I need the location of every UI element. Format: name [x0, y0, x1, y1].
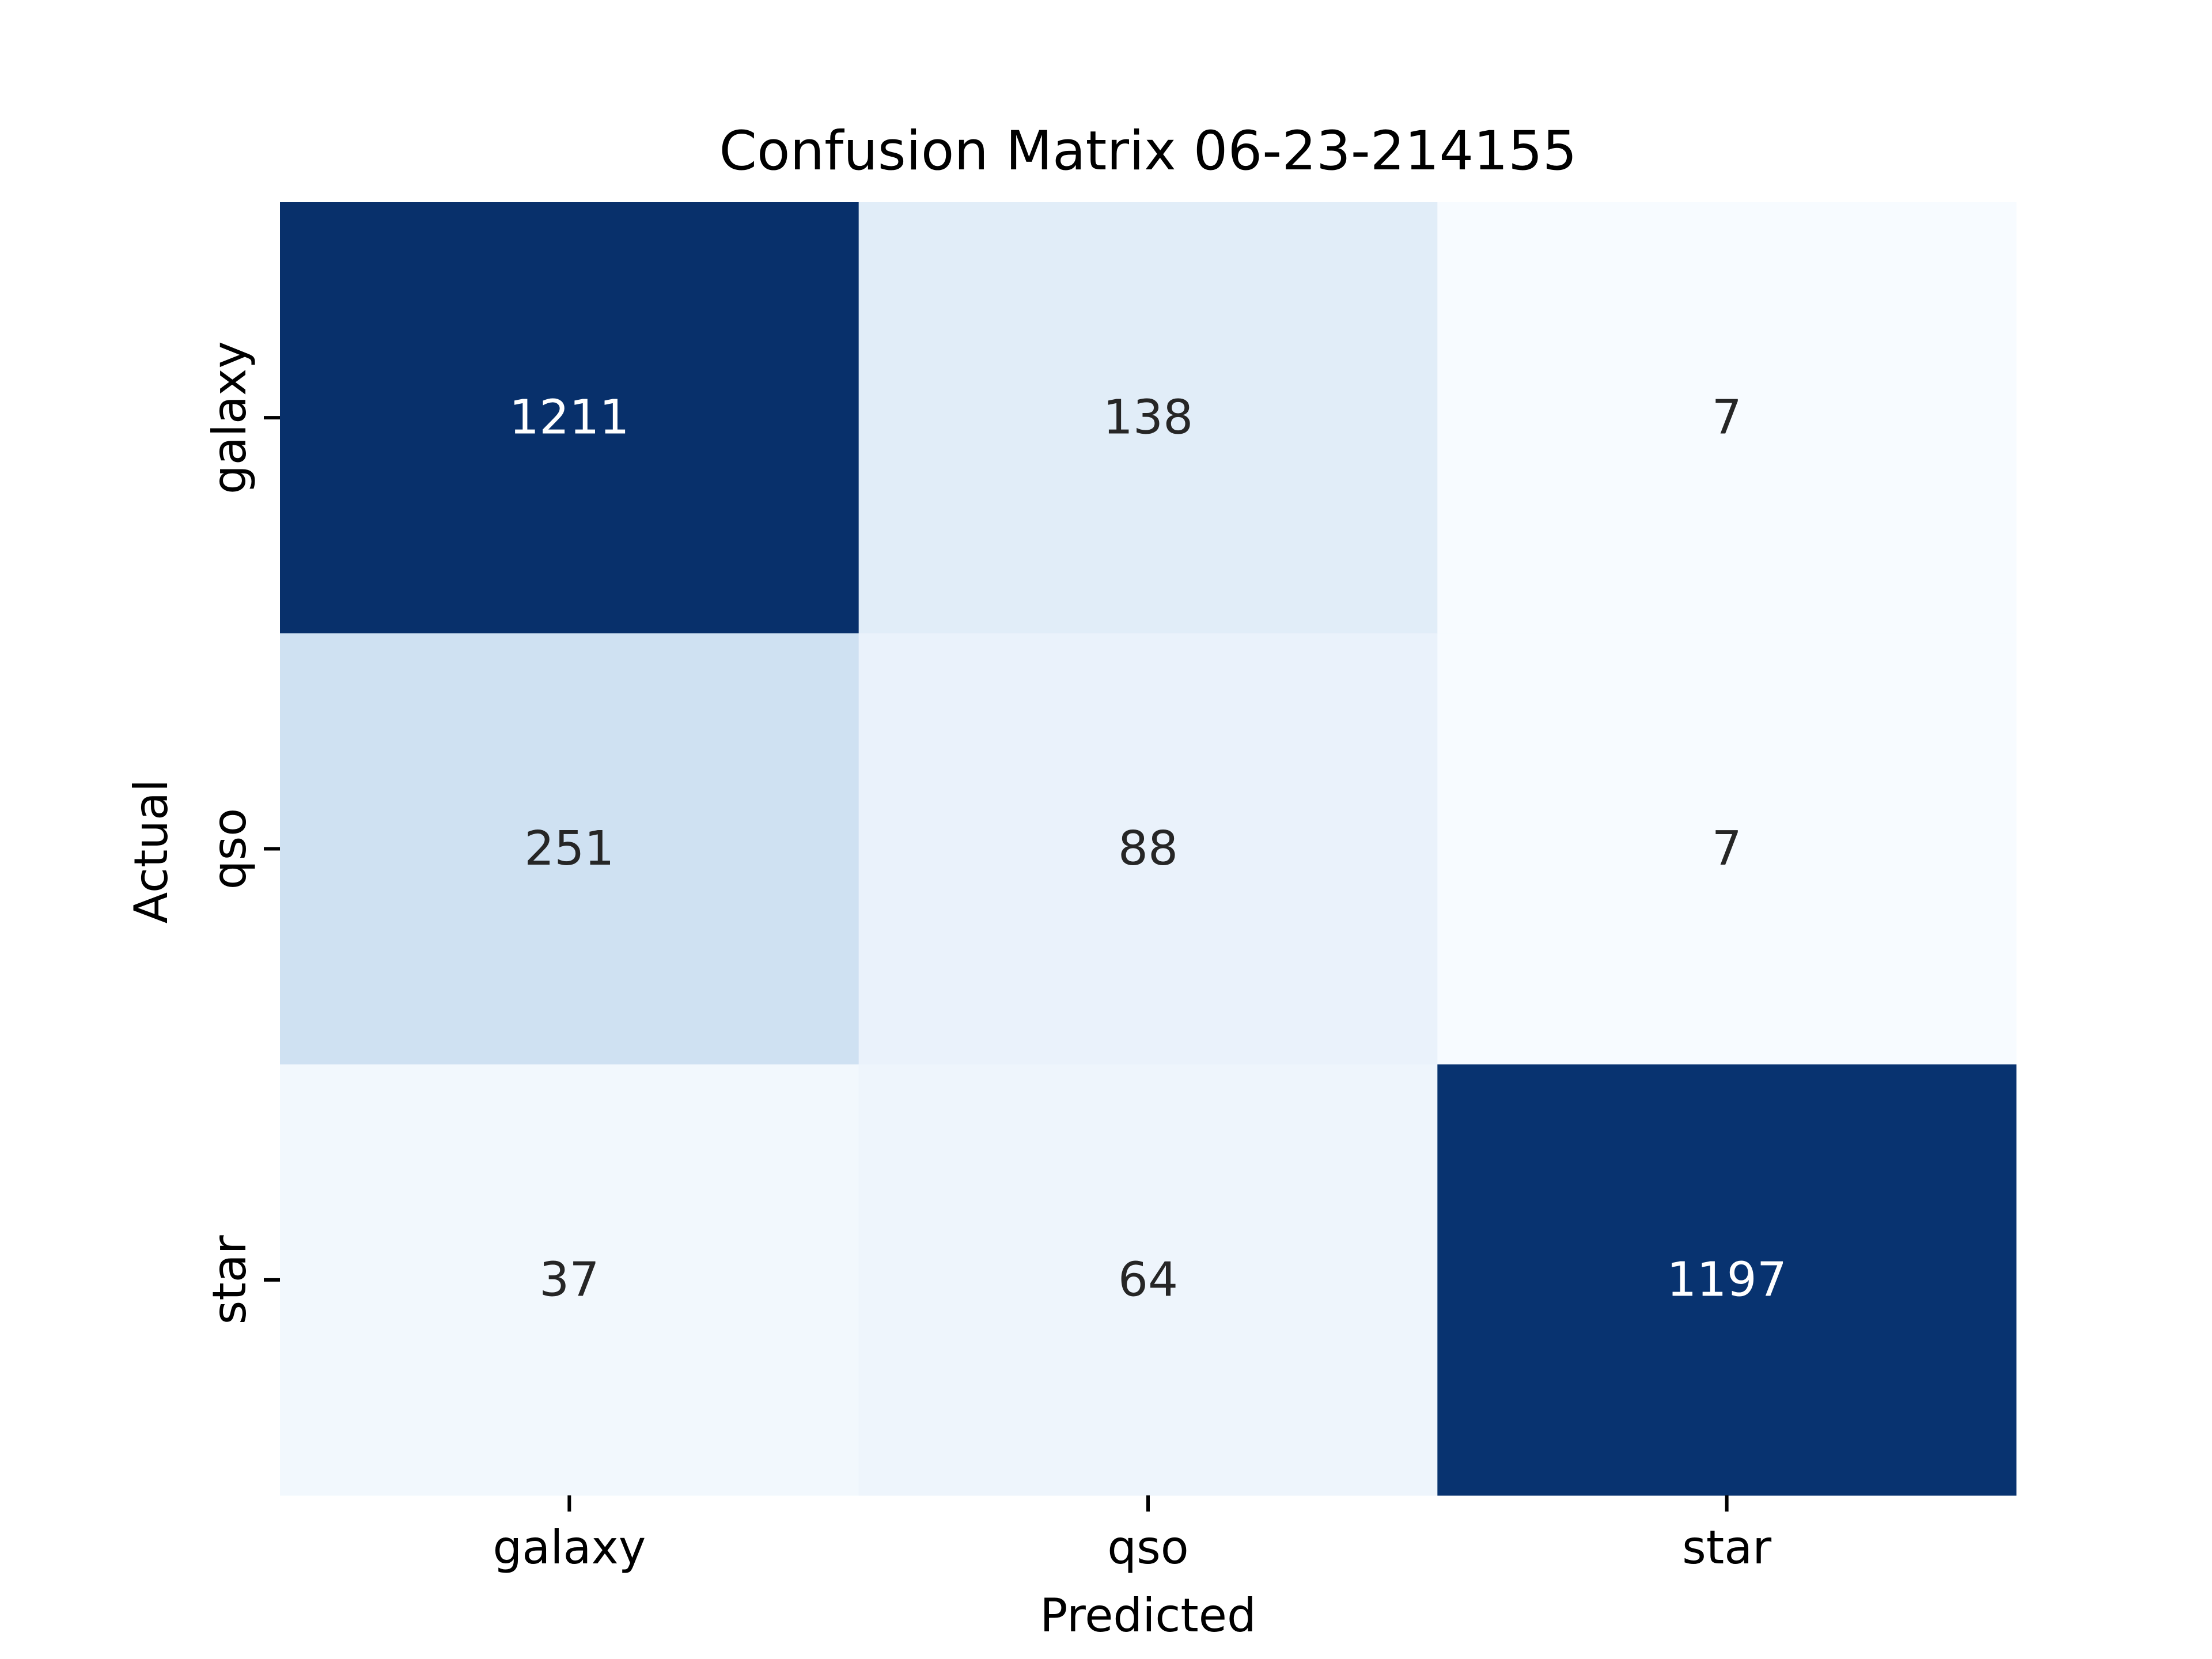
- heatmap-cell-qso-star: [1437, 633, 2017, 1065]
- y-tick-label-galaxy: galaxy: [203, 341, 256, 494]
- x-axis-label: Predicted: [1040, 1589, 1256, 1642]
- heatmap-cell-galaxy-qso: [858, 202, 1438, 634]
- heatmap-cell-galaxy-star: [1437, 202, 2017, 634]
- y-tick-label-star: star: [203, 1235, 256, 1324]
- heatmap-cell-qso-qso: [858, 633, 1438, 1065]
- cell-value-label: 7: [1712, 391, 1742, 445]
- heatmap-cell-star-star: [1437, 1064, 2017, 1496]
- cell-value-label: 37: [539, 1252, 599, 1307]
- cell-value-label: 1211: [509, 391, 630, 445]
- y-axis-label: Actual: [124, 779, 178, 924]
- cell-value-label: 64: [1118, 1252, 1178, 1307]
- cell-value-label: 88: [1118, 821, 1178, 876]
- x-axis-ticks: galaxy qso star: [493, 1495, 1771, 1574]
- cell-value-label: 251: [524, 821, 615, 876]
- x-tick-label-galaxy: galaxy: [493, 1521, 646, 1574]
- cell-value-label: 7: [1712, 821, 1742, 876]
- heatmap-cell-star-qso: [858, 1064, 1438, 1496]
- cell-value-label: 1197: [1666, 1252, 1787, 1307]
- x-tick-label-qso: qso: [1107, 1521, 1188, 1574]
- y-axis-ticks: galaxy qso star: [203, 341, 280, 1324]
- heatmap-cell-galaxy-galaxy: [280, 202, 859, 634]
- heatmap-cell-qso-galaxy: [280, 633, 859, 1065]
- y-tick-label-qso: qso: [203, 808, 256, 889]
- x-tick-label-star: star: [1682, 1521, 1771, 1574]
- heatmap-cells: [280, 202, 2017, 1496]
- chart-title: Confusion Matrix 06-23-214155: [719, 120, 1577, 183]
- cell-value-label: 138: [1103, 391, 1194, 445]
- heatmap-cell-labels: 1211 138 7 251 88 7 37 64 1197: [509, 391, 1787, 1308]
- heatmap-cell-star-galaxy: [280, 1064, 859, 1496]
